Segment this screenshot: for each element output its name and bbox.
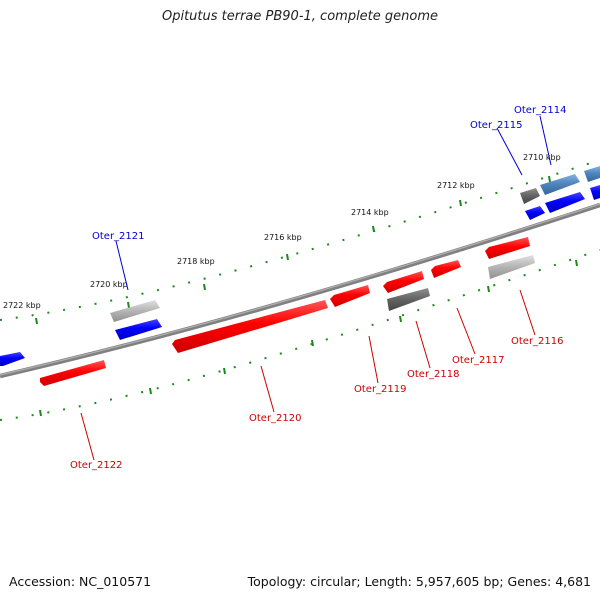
gene-label-oter-2117[interactable]: Oter_2117 (452, 355, 505, 366)
scale-label-2718: 2718 kbp (177, 257, 215, 266)
gene-arrow[interactable] (520, 188, 540, 204)
gene-arrow[interactable] (431, 260, 461, 278)
accession-text: Accession: NC_010571 (9, 574, 152, 589)
genome-backbone (0, 202, 600, 379)
leader-line-2120 (260, 365, 275, 413)
gene-label-oter-2122[interactable]: Oter_2122 (70, 460, 123, 471)
gene-arrow[interactable] (330, 285, 370, 307)
gene-arrow[interactable] (40, 360, 106, 386)
page-title: Opitutus terrae PB90-1, complete genome (161, 9, 439, 24)
scale-label-2716: 2716 kbp (264, 233, 302, 242)
gene-arrow[interactable] (488, 255, 535, 279)
leader-line-2122 (80, 412, 95, 461)
gene-label-oter-2119[interactable]: Oter_2119 (354, 384, 407, 395)
backbone-shine (0, 203, 600, 376)
outer-scale-track (0, 159, 600, 321)
gene-label-oter-2115[interactable]: Oter_2115 (470, 120, 523, 131)
gene-arrow[interactable] (115, 319, 162, 340)
gene-arrow[interactable] (0, 352, 25, 366)
gene-arrow[interactable] (525, 206, 545, 220)
gene-arrow[interactable] (485, 237, 530, 259)
gene-arrow[interactable] (172, 300, 328, 353)
gene-arrow[interactable] (387, 288, 430, 311)
gene-arrow[interactable] (540, 174, 580, 195)
leader-line-2116 (519, 289, 536, 336)
leader-line-2117 (456, 307, 476, 355)
genome-info-text: Topology: circular; Length: 5,957,605 bp… (247, 574, 591, 589)
inner-scale-track (0, 249, 600, 421)
leader-line-2121 (115, 240, 129, 291)
leader-line-2118 (415, 320, 431, 369)
scale-label-2714: 2714 kbp (351, 208, 389, 217)
gene-arrow[interactable] (383, 271, 424, 293)
scale-label-2720: 2720 kbp (90, 280, 128, 289)
leader-line-2119 (368, 335, 379, 384)
scale-label-2712: 2712 kbp (437, 181, 475, 190)
scale-label-2710: 2710 kbp (523, 153, 561, 162)
major-ticks (35, 175, 578, 417)
gene-label-oter-2118[interactable]: Oter_2118 (407, 369, 460, 380)
scale-label-2722: 2722 kbp (3, 301, 41, 310)
leader-line-2114 (539, 115, 552, 166)
gene-arrow[interactable] (545, 192, 585, 213)
gene-arrow[interactable] (584, 166, 600, 182)
gene-label-oter-2120[interactable]: Oter_2120 (249, 413, 302, 424)
gene-label-oter-2114[interactable]: Oter_2114 (514, 105, 567, 116)
leader-line-2115 (496, 127, 523, 176)
gene-arrow[interactable] (110, 300, 160, 322)
gene-arrow[interactable] (590, 185, 600, 200)
gene-label-oter-2116[interactable]: Oter_2116 (511, 336, 564, 347)
gene-label-oter-2121[interactable]: Oter_2121 (92, 231, 145, 242)
